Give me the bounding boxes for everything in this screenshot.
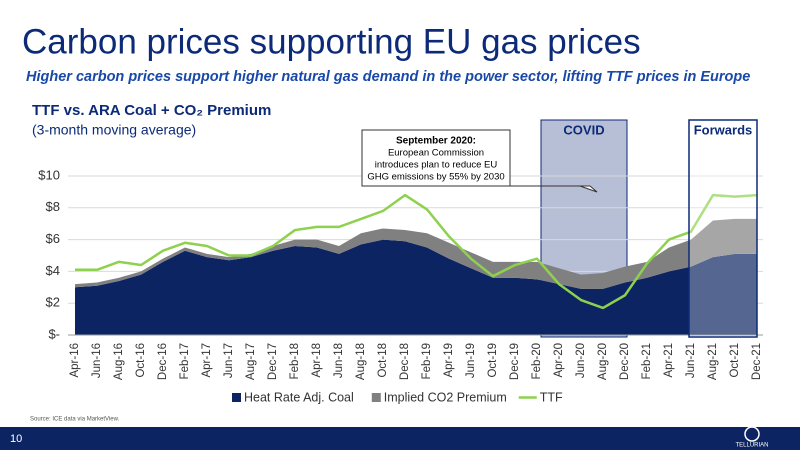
- x-tick-label: Apr-16: [69, 343, 81, 378]
- x-tick-label: Dec-21: [751, 343, 763, 380]
- logo: TELLURIAN: [735, 443, 768, 449]
- x-tick-label: Feb-21: [641, 343, 653, 379]
- source: Source: ICE data via MarketView.: [30, 417, 120, 423]
- x-tick-label: Aug-20: [597, 343, 609, 380]
- legend-label: TTF: [540, 390, 563, 404]
- x-tick-label: Apr-20: [553, 343, 565, 378]
- x-tick-label: Jun-17: [223, 343, 235, 378]
- y-tick-label: $10: [38, 167, 60, 182]
- x-tick-label: Aug-16: [113, 343, 125, 380]
- x-tick-label: Apr-18: [311, 343, 323, 378]
- legend-label: Implied CO2 Premium: [384, 390, 507, 404]
- x-tick-label: Aug-21: [707, 343, 719, 380]
- callout-box: [361, 129, 598, 193]
- x-tick-label: Feb-17: [179, 343, 191, 379]
- x-tick-label: Dec-16: [157, 343, 169, 380]
- x-tick-label: Jun-21: [685, 343, 697, 378]
- callout-title: September 2020:: [396, 136, 476, 147]
- x-tick-label: Feb-20: [531, 343, 543, 379]
- area: [75, 218, 757, 289]
- legend-label: Heat Rate Adj. Coal: [244, 390, 354, 404]
- covid-label: COVID: [563, 122, 604, 137]
- x-tick-label: Oct-19: [487, 343, 499, 378]
- x-tick-label: Oct-21: [729, 343, 741, 378]
- line: [75, 193, 758, 310]
- x-tick-label: Feb-19: [421, 343, 433, 379]
- callout-line: GHG emissions by 55% by 2030: [367, 172, 504, 183]
- x-tick-label: Dec-19: [509, 343, 521, 380]
- legend-swatch: [232, 393, 241, 402]
- x-tick-label: Dec-20: [619, 343, 631, 380]
- callout-line: European Commission: [388, 148, 484, 159]
- x-tick-label: Feb-18: [289, 343, 301, 379]
- slide-title: Carbon prices supporting EU gas prices: [22, 22, 641, 61]
- forwards-region: [688, 119, 758, 338]
- x-tick-label: Jun-18: [333, 343, 345, 378]
- x-tick-label: Aug-17: [245, 343, 257, 380]
- x-tick-label: Apr-17: [201, 343, 213, 378]
- x-tick-label: Dec-18: [399, 343, 411, 380]
- x-tick-label: Oct-18: [377, 343, 389, 378]
- x-tick-label: Apr-21: [663, 343, 675, 378]
- x-tick-label: Jun-16: [91, 343, 103, 378]
- y-tick-label: $6: [46, 231, 60, 246]
- x-tick-label: Jun-19: [465, 343, 477, 378]
- x-tick-label: Oct-16: [135, 343, 147, 378]
- x-tick-label: Jun-20: [575, 343, 587, 378]
- x-tick-label: Aug-18: [355, 343, 367, 380]
- x-tick-label: Apr-19: [443, 343, 455, 378]
- chart-subtitle: (3-month moving average): [32, 122, 196, 138]
- x-tick-label: Dec-17: [267, 343, 279, 380]
- forward-tint: [689, 156, 757, 335]
- forwards-label: Forwards: [694, 122, 753, 137]
- area: [75, 239, 757, 335]
- slide-subtitle: Higher carbon prices support higher natu…: [26, 69, 750, 85]
- footer-bar: [0, 427, 800, 450]
- y-tick-label: $2: [46, 295, 60, 310]
- y-tick-label: $-: [48, 326, 60, 341]
- callout-line: introduces plan to reduce EU: [375, 160, 498, 171]
- page-number: 10: [10, 433, 22, 445]
- y-tick-label: $4: [46, 263, 60, 278]
- legend-swatch: [371, 393, 381, 402]
- chart-title: TTF vs. ARA Coal + CO₂ Premium: [32, 102, 271, 119]
- logo-icon: [744, 426, 760, 442]
- y-tick-label: $8: [46, 199, 60, 214]
